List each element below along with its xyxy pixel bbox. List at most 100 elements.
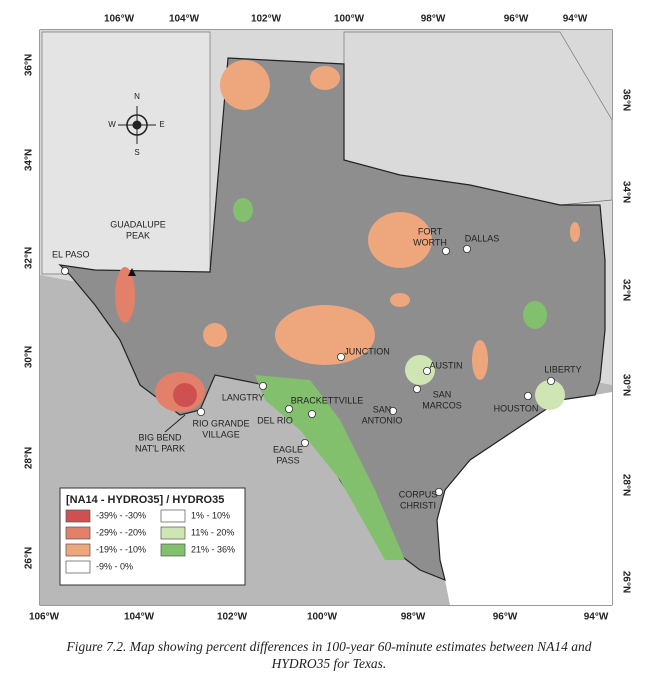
zone bbox=[220, 60, 270, 110]
lat-label: 26°N bbox=[24, 547, 35, 569]
legend-swatch bbox=[160, 543, 186, 557]
place-label: CHRISTI bbox=[400, 500, 436, 510]
place-label: PASS bbox=[276, 455, 299, 465]
place-dot bbox=[462, 244, 471, 253]
caption: HYDRO35 for Texas. bbox=[271, 656, 387, 671]
lon-label: 100°W bbox=[307, 612, 338, 623]
legend-swatch bbox=[160, 509, 186, 523]
place-label: PEAK bbox=[126, 230, 150, 240]
zone bbox=[115, 267, 135, 323]
place-label: MARCOS bbox=[422, 400, 462, 410]
lon-label: 102°W bbox=[217, 612, 248, 623]
legend-swatch bbox=[65, 560, 91, 574]
zone bbox=[570, 222, 580, 242]
legend-label: -39% - -30% bbox=[96, 510, 146, 520]
place-label: LIBERTY bbox=[544, 364, 581, 374]
compass-letter: E bbox=[159, 120, 164, 129]
lon-label: 94°W bbox=[584, 612, 609, 623]
compass-letter: S bbox=[134, 148, 139, 157]
difference-zones bbox=[115, 60, 580, 560]
lon-label: 96°W bbox=[493, 612, 518, 623]
place-dot bbox=[61, 266, 70, 275]
place-dot bbox=[412, 384, 421, 393]
zone bbox=[173, 383, 197, 407]
place-dot bbox=[388, 406, 397, 415]
place-label: HOUSTON bbox=[494, 403, 539, 413]
lat-label: 34°N bbox=[620, 181, 631, 203]
place-label: DALLAS bbox=[465, 233, 500, 243]
lon-label: 94°W bbox=[563, 14, 588, 25]
place-label: BRACKETTVILLE bbox=[291, 395, 364, 405]
legend-label: 1% - 10% bbox=[191, 510, 230, 520]
leader-line bbox=[164, 414, 186, 433]
zone bbox=[390, 293, 410, 307]
place-label: JUNCTION bbox=[344, 346, 390, 356]
place-dot bbox=[441, 246, 450, 255]
place-label: DEL RIO bbox=[257, 415, 293, 425]
legend-swatch bbox=[65, 509, 91, 523]
place-label: CORPUS bbox=[399, 489, 438, 499]
zone bbox=[405, 355, 435, 385]
legend-label: -19% - -10% bbox=[96, 544, 146, 554]
place-label: AUSTIN bbox=[429, 360, 462, 370]
lon-label: 100°W bbox=[334, 14, 365, 25]
compass-letter: W bbox=[108, 120, 116, 129]
zone bbox=[472, 340, 488, 380]
lat-label: 32°N bbox=[24, 247, 35, 269]
legend-title: [NA14 - HYDRO35] / HYDRO35 bbox=[66, 494, 224, 506]
place-label: EAGLE bbox=[273, 444, 303, 454]
lon-label: 96°W bbox=[504, 14, 529, 25]
lon-label: 104°W bbox=[169, 14, 200, 25]
legend-swatch bbox=[65, 543, 91, 557]
place-label: SAN bbox=[433, 389, 452, 399]
place-label: VILLAGE bbox=[202, 429, 240, 439]
compass bbox=[118, 106, 156, 144]
lon-label: 98°W bbox=[401, 612, 426, 623]
caption: Figure 7.2. Map showing percent differen… bbox=[66, 639, 592, 654]
zone bbox=[255, 375, 405, 560]
zone bbox=[203, 323, 227, 347]
place-label: SAN bbox=[373, 404, 392, 414]
lat-label: 28°N bbox=[24, 447, 35, 469]
lon-label: 102°W bbox=[251, 14, 282, 25]
lon-label: 106°W bbox=[104, 14, 135, 25]
place-dot bbox=[196, 407, 205, 416]
lat-label: 26°N bbox=[620, 571, 631, 593]
place-label: LANGTRY bbox=[222, 392, 264, 402]
place-label: FORT bbox=[418, 226, 443, 236]
place-dot bbox=[300, 438, 309, 447]
place-label: NAT'L PARK bbox=[135, 443, 185, 453]
lon-label: 106°W bbox=[29, 612, 60, 623]
gulf-of-mexico bbox=[437, 392, 612, 605]
legend-label: -29% - -20% bbox=[96, 527, 146, 537]
lat-label: 36°N bbox=[24, 54, 35, 76]
place-label: RIO GRANDE bbox=[192, 418, 249, 428]
legend-box bbox=[59, 487, 246, 586]
lat-label: 34°N bbox=[24, 149, 35, 171]
legend-label: 21% - 36% bbox=[191, 544, 235, 554]
zone bbox=[368, 212, 432, 268]
legend-swatch bbox=[160, 526, 186, 540]
zone bbox=[523, 301, 547, 329]
zone bbox=[275, 305, 375, 365]
legend-label: -9% - 0% bbox=[96, 561, 133, 571]
lat-label: 30°N bbox=[24, 346, 35, 368]
place-dot bbox=[336, 352, 345, 361]
lon-label: 98°W bbox=[421, 14, 446, 25]
legend-label: 11% - 20% bbox=[191, 527, 234, 537]
compass-letter: N bbox=[134, 92, 140, 101]
place-label: EL PASO bbox=[52, 249, 90, 259]
lon-label: 104°W bbox=[124, 612, 155, 623]
legend-swatch bbox=[65, 526, 91, 540]
place-label: WORTH bbox=[413, 237, 447, 247]
place-dot bbox=[422, 366, 431, 375]
peak-marker bbox=[128, 268, 136, 276]
zone bbox=[310, 66, 340, 90]
place-dot bbox=[258, 381, 267, 390]
place-dot bbox=[524, 391, 533, 400]
zone bbox=[233, 198, 253, 222]
lat-label: 36°N bbox=[620, 89, 631, 111]
zone bbox=[535, 380, 565, 410]
place-dot bbox=[547, 376, 556, 385]
